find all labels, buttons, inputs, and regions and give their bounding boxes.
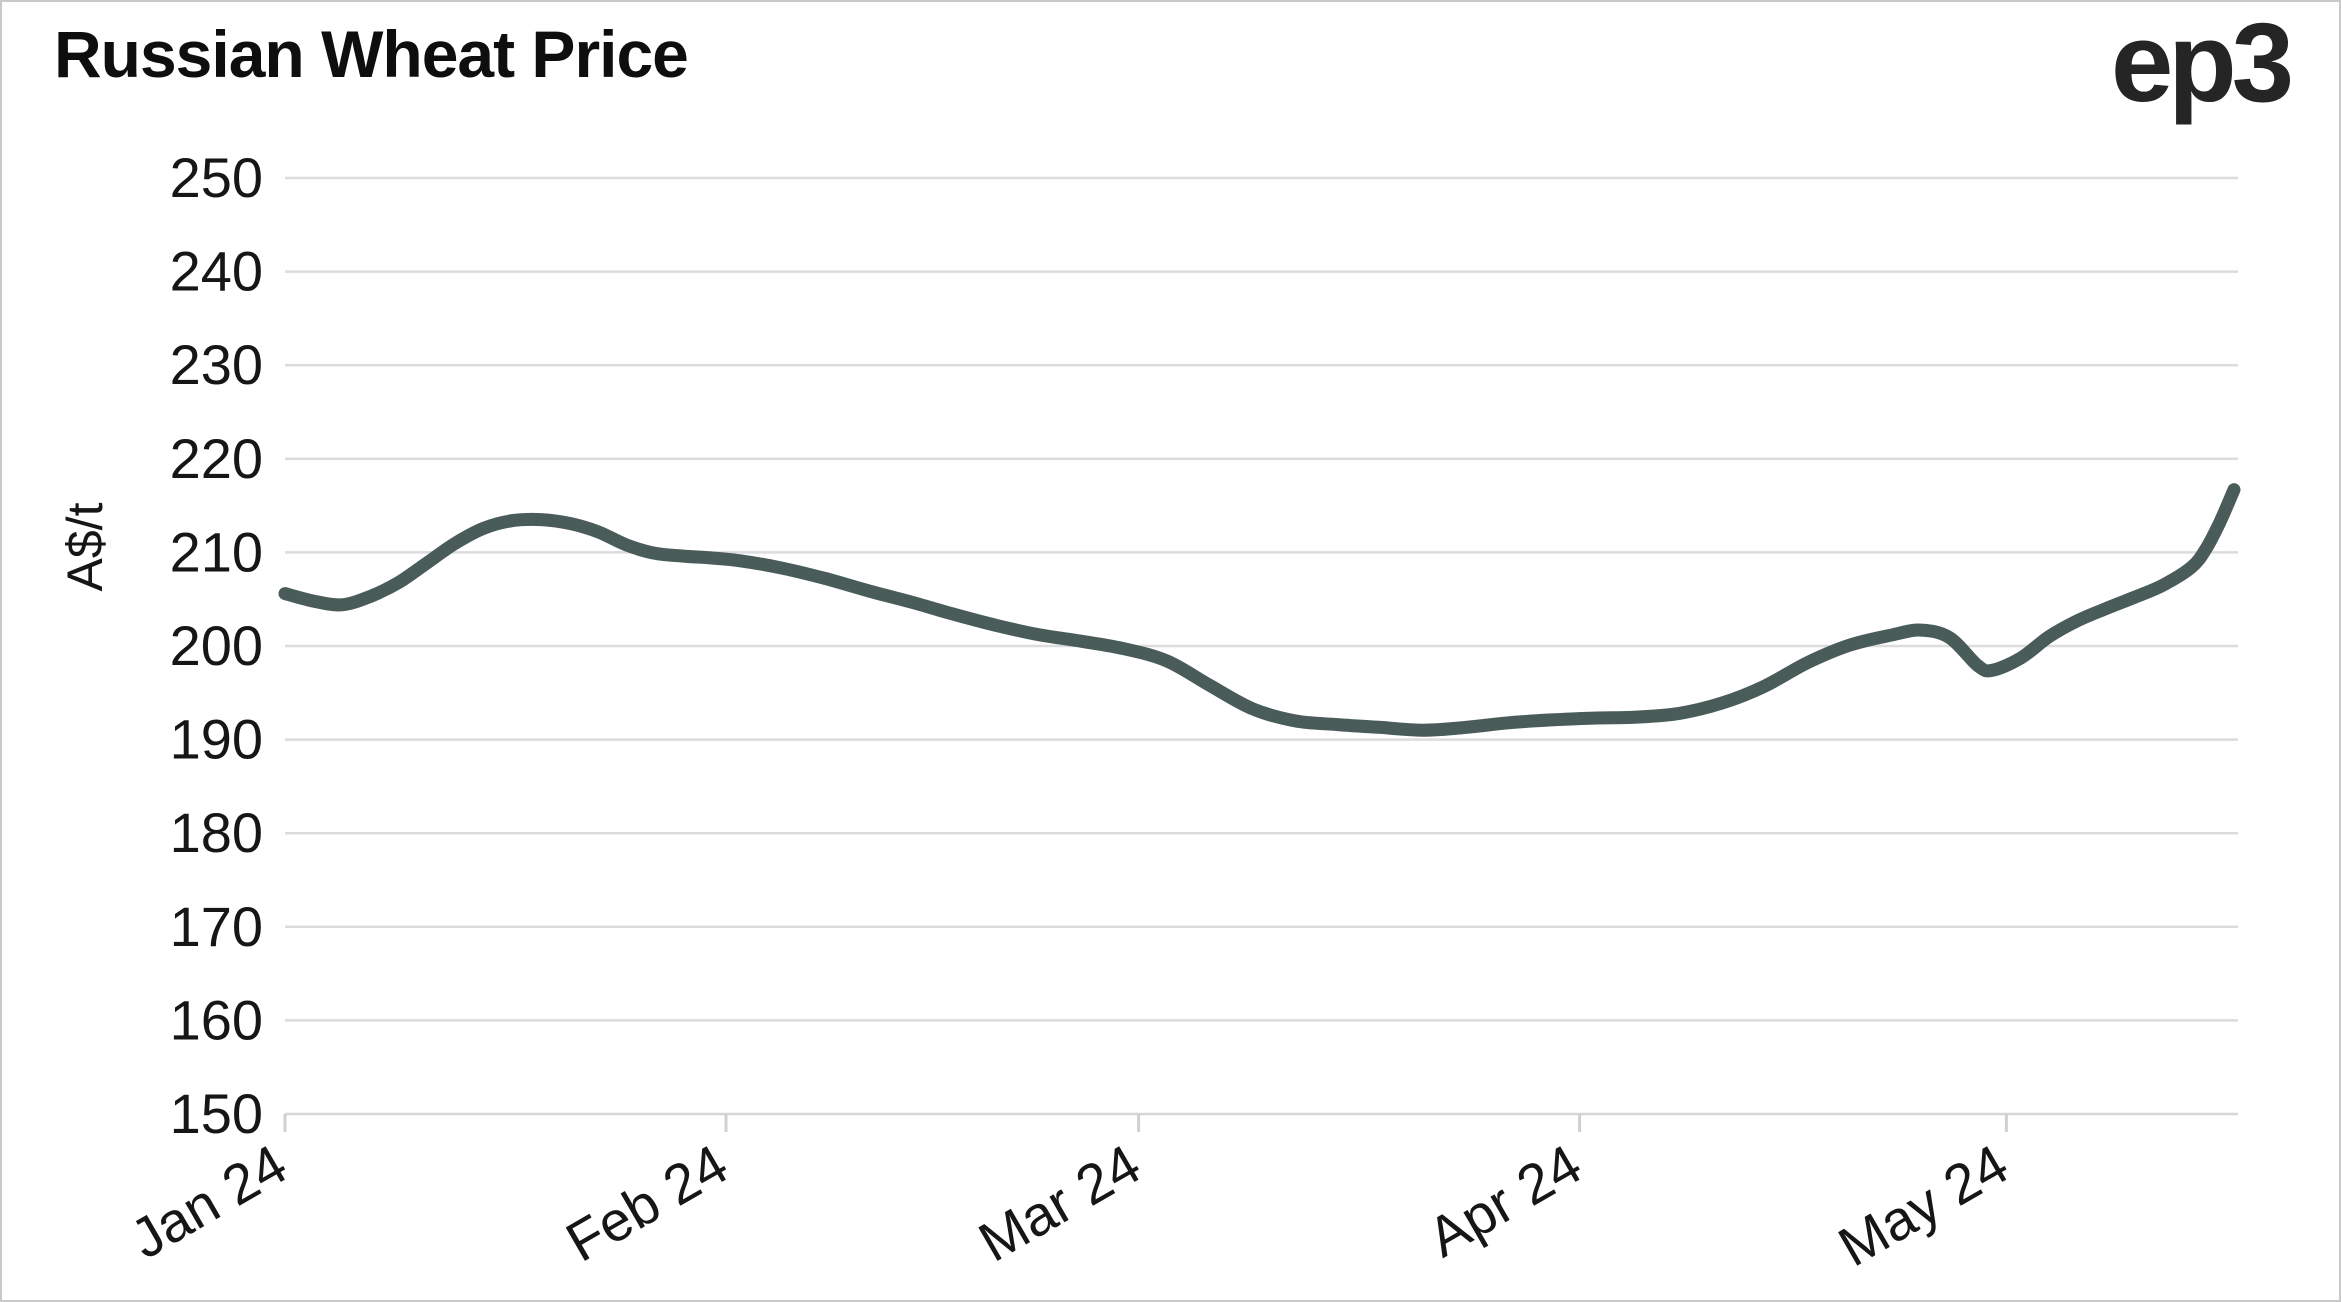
y-tick-label: 170 <box>170 895 263 958</box>
chart-title: Russian Wheat Price <box>54 17 689 91</box>
y-tick-label: 230 <box>170 333 263 396</box>
y-tick-label: 180 <box>170 801 263 864</box>
y-axis-title: A$/t <box>57 502 113 591</box>
y-tick-label: 220 <box>170 427 263 490</box>
x-tick-label: Apr 24 <box>1417 1132 1591 1269</box>
price-series-line <box>278 483 2241 737</box>
y-tick-label: 150 <box>170 1082 263 1145</box>
y-tick-label: 200 <box>170 614 263 677</box>
x-tick-label: May 24 <box>1828 1132 2019 1278</box>
x-tick-label: Feb 24 <box>556 1132 738 1274</box>
y-tick-label: 210 <box>170 520 263 583</box>
y-tick-label: 190 <box>170 708 263 771</box>
x-tick-label: Jan 24 <box>120 1132 297 1271</box>
brand-logo-ep3: ep3 <box>2111 0 2294 125</box>
x-tick-label: Mar 24 <box>968 1132 1150 1274</box>
y-tick-label: 250 <box>170 146 263 209</box>
y-tick-label: 160 <box>170 988 263 1051</box>
y-tick-label: 240 <box>170 240 263 303</box>
